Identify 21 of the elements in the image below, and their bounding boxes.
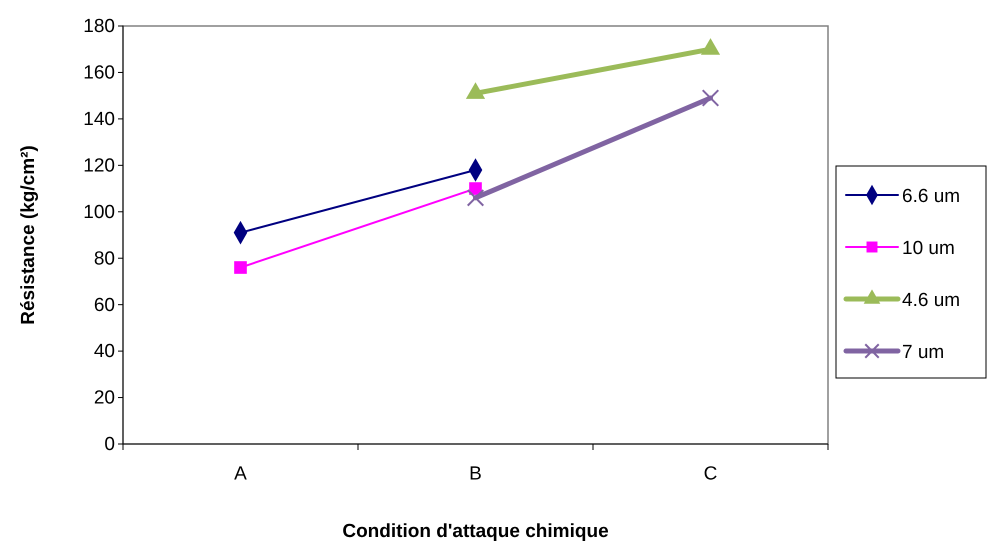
y-tick-label: 120 xyxy=(83,155,115,176)
x-tick-label: C xyxy=(704,463,718,484)
y-axis-title: Résistance (kg/cm²) xyxy=(18,145,39,325)
y-tick-label: 40 xyxy=(94,341,115,362)
point xyxy=(234,261,247,274)
legend-label: 10 um xyxy=(902,238,955,259)
y-tick-label: 160 xyxy=(83,62,115,84)
point xyxy=(466,189,484,207)
legend-label: 4.6 um xyxy=(902,290,960,311)
legend-label: 7 um xyxy=(902,342,944,363)
legend-label: 6.6 um xyxy=(902,186,960,207)
y-tick-label: 180 xyxy=(83,16,115,38)
y-tick-label: 0 xyxy=(104,434,115,456)
x-tick-label: B xyxy=(469,463,482,484)
x-tick-label: A xyxy=(234,463,248,484)
y-tick-label: 20 xyxy=(94,388,115,409)
x-axis-title: Condition d'attaque chimique xyxy=(342,521,609,542)
y-tick-label: 80 xyxy=(94,248,115,270)
y-tick-label: 140 xyxy=(83,108,115,130)
y-tick-label: 60 xyxy=(94,294,115,316)
y-tick-label: 100 xyxy=(83,202,115,223)
